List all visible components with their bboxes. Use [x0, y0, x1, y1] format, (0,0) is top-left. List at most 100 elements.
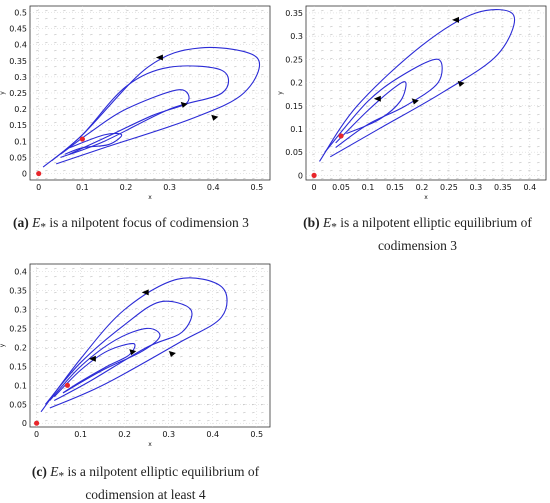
orbit-curve: [51, 65, 230, 162]
x-tick-label: 0.35: [494, 183, 512, 192]
vector-field: [311, 9, 540, 180]
plot-c: 0 0.1 0.2 0.3 0.4 0.5 0 0.05 0.1 0.15 0.2 0.25 0.3 0.…: [0, 263, 271, 448]
x-axis-label: x: [424, 194, 428, 201]
direction-arrow: [411, 98, 419, 105]
x-tick-label: 0.3: [163, 183, 176, 192]
direction-arrow: [452, 16, 460, 23]
x-tick-label: 0.5: [251, 183, 264, 192]
y-tick-label: 0.2: [14, 105, 27, 114]
caption-c: (c) E* is a nilpotent elliptic equilibri…: [13, 463, 278, 503]
caption-a-sub: *: [40, 221, 46, 234]
y-tick-label: 0.2: [14, 343, 27, 352]
equilibrium-point: [64, 382, 71, 388]
y-tick-label: 0: [22, 170, 27, 179]
y-axis-label: y: [0, 343, 6, 347]
orbit-curve: [44, 300, 193, 405]
direction-arrow: [457, 80, 465, 87]
equilibrium-point: [36, 170, 42, 177]
direction-arrow: [129, 349, 137, 356]
direction-arrow: [141, 289, 149, 296]
panel-a: 0 0.1 0.2 0.3 0.4 0.5 0 0.05 0.1 0.15 0.2 0.25 0.3 0.…: [0, 0, 272, 212]
orbit-curve: [53, 343, 136, 398]
x-tick-label: 0.5: [250, 430, 263, 439]
orbit-curve: [319, 9, 516, 162]
caption-b-symbol: E: [323, 215, 332, 230]
y-axis-label: y: [277, 91, 284, 95]
x-tick-label: 0: [34, 430, 39, 439]
y-tick-label: 0.3: [290, 32, 303, 41]
x-tick-label: 0.4: [523, 183, 536, 192]
direction-arrow: [373, 95, 381, 102]
caption-b-sub: *: [331, 221, 337, 234]
y-tick-label: 0.05: [285, 148, 303, 157]
vector-field: [35, 9, 264, 180]
y-tick-label: 0.35: [9, 57, 27, 66]
caption-b-text-1: is a nilpotent elliptic equilibrium of: [336, 215, 532, 230]
y-tick-label: 0.3: [14, 73, 27, 82]
caption-a: (a) E* is a nilpotent focus of codimensi…: [13, 214, 278, 237]
equilibrium-point: [34, 420, 40, 426]
x-tick-label: 0.4: [206, 430, 219, 439]
caption-c-text-2: codimension at least 4: [85, 486, 206, 502]
y-tick-label: 0.1: [290, 125, 303, 134]
x-axis-label: x: [148, 441, 152, 448]
x-tick-label: 0.05: [332, 183, 350, 192]
equilibrium-point: [311, 172, 317, 178]
direction-arrow: [180, 101, 188, 108]
y-tick-label: 0.45: [9, 25, 27, 34]
y-tick-label: 0.4: [14, 268, 27, 277]
caption-c-symbol: E: [50, 464, 59, 479]
x-tick-label: 0.4: [207, 183, 220, 192]
equilibrium-point: [79, 136, 85, 142]
x-tick-label: 0.1: [76, 183, 89, 192]
plot-a: 0 0.1 0.2 0.3 0.4 0.5 0 0.05 0.1 0.15 0.2 0.25 0.3 0.…: [0, 5, 271, 201]
y-tick-label: 0.15: [285, 102, 303, 111]
y-tick-label: 0.4: [14, 41, 27, 50]
y-tick-label: 0: [298, 171, 303, 180]
y-axis-label: y: [0, 91, 6, 95]
caption-c-text-1: is a nilpotent elliptic equilibrium of: [64, 464, 260, 479]
direction-arrow: [88, 355, 96, 362]
direction-arrow: [155, 54, 163, 61]
caption-c-label: (c): [31, 464, 47, 479]
orbit-curve: [42, 46, 261, 168]
x-tick-label: 0.1: [74, 430, 87, 439]
y-tick-label: 0.2: [290, 79, 303, 88]
equilibrium-point: [338, 133, 344, 139]
x-tick-label: 0: [312, 183, 317, 192]
x-tick-label: 0.2: [118, 430, 131, 439]
orbit-curve: [64, 132, 123, 155]
y-tick-label: 0.25: [285, 55, 303, 64]
plot-b: 0 0.05 0.1 0.15 0.2 0.25 0.3 0.35 0.4 0 0.05 0.1 0.1…: [277, 5, 547, 201]
y-tick-label: 0.1: [14, 381, 27, 390]
x-tick-label: 0.25: [440, 183, 458, 192]
y-tick-label: 0.25: [9, 324, 27, 333]
x-axis-label: x: [148, 194, 152, 201]
orbit-curve: [324, 58, 443, 153]
y-tick-label: 0.05: [9, 400, 27, 409]
x-tick-label: 0.3: [470, 183, 483, 192]
y-tick-label: 0.15: [9, 362, 27, 371]
y-tick-label: 0.05: [9, 153, 27, 162]
caption-a-text: is a nilpotent focus of codimension 3: [46, 215, 249, 230]
y-tick-label: 0.35: [285, 9, 303, 18]
x-tick-label: 0: [36, 183, 41, 192]
direction-arrow: [168, 350, 176, 357]
orbit-curve: [60, 89, 190, 155]
caption-a-symbol: E: [32, 215, 41, 230]
y-tick-label: 0.1: [14, 137, 27, 146]
caption-b-text-2: codimension 3: [377, 237, 458, 253]
y-tick-label: 0.35: [9, 287, 27, 296]
y-tick-label: 0: [22, 419, 27, 428]
orbit-curve: [40, 277, 228, 413]
caption-b: (b) E* is a nilpotent elliptic equilibri…: [285, 214, 550, 254]
orbit-curve: [49, 327, 161, 401]
y-tick-label: 0.15: [9, 121, 27, 130]
caption-b-label: (b): [303, 215, 320, 230]
x-tick-label: 0.3: [162, 430, 175, 439]
caption-c-sub: *: [58, 470, 65, 483]
orbit-curve: [335, 81, 407, 144]
x-tick-label: 0.2: [416, 183, 429, 192]
y-tick-label: 0.5: [14, 8, 27, 17]
y-tick-label: 0.3: [14, 305, 27, 314]
